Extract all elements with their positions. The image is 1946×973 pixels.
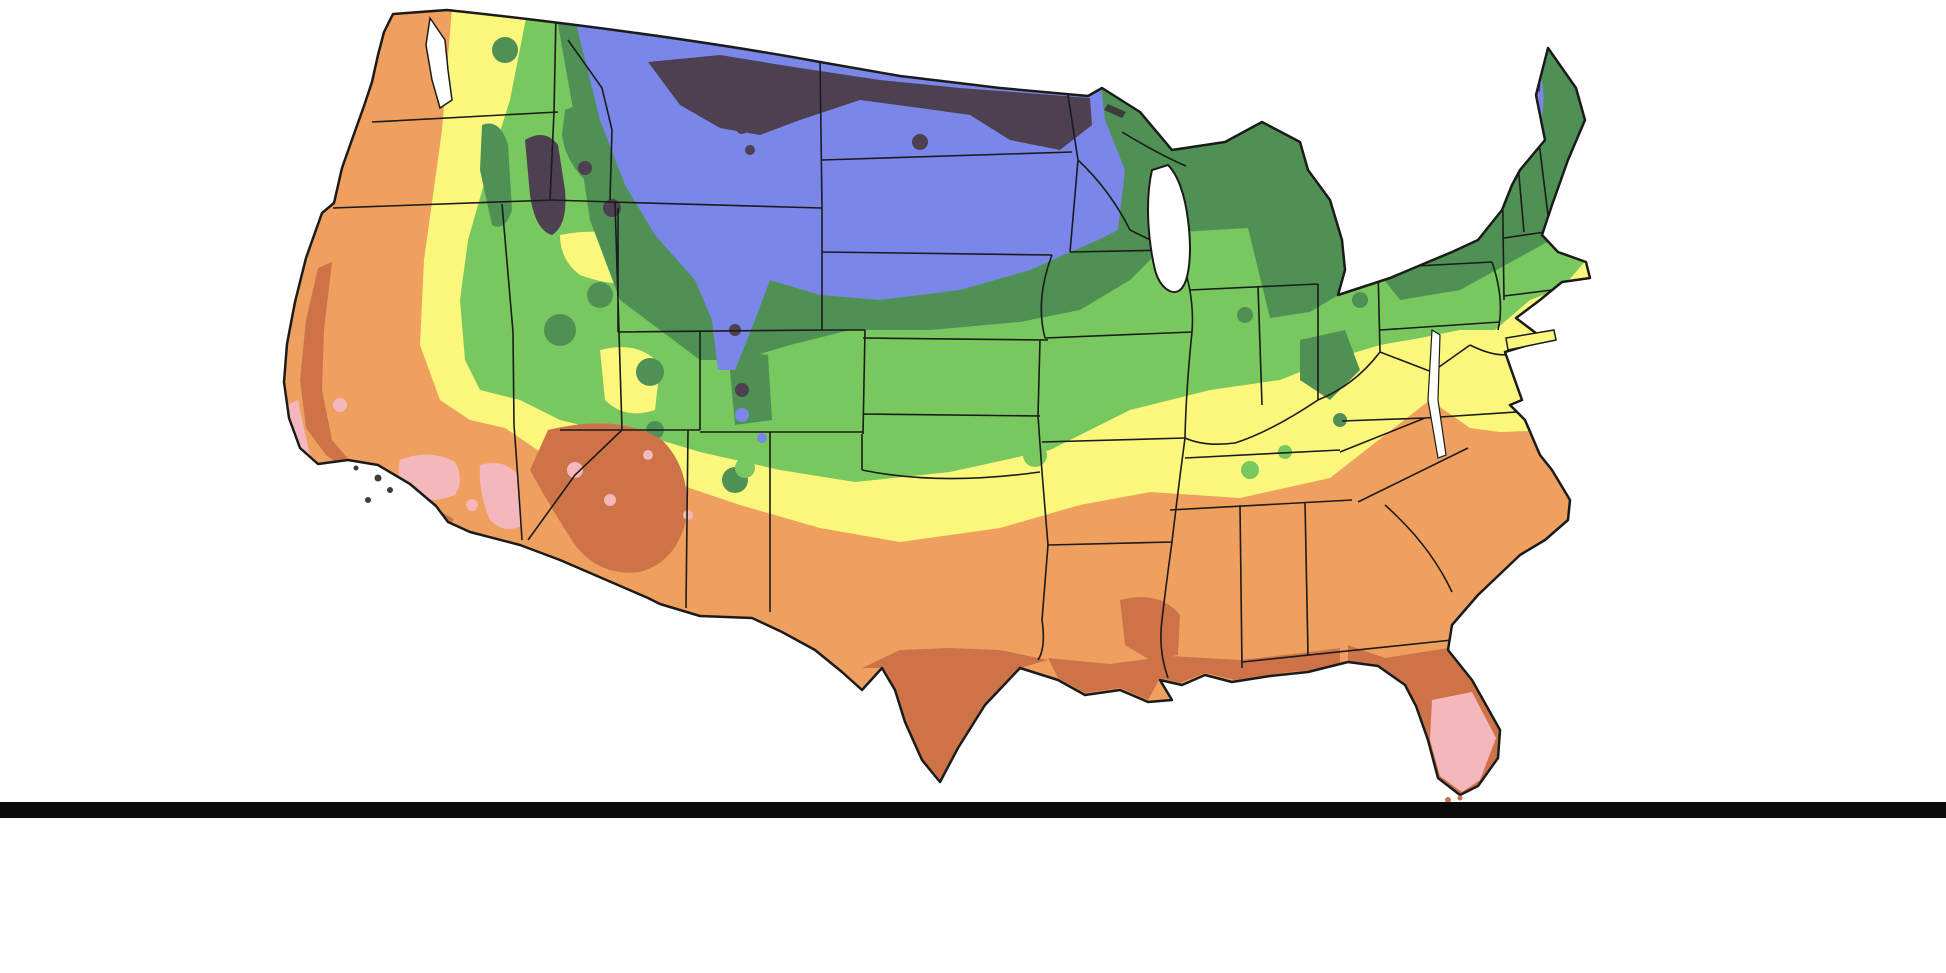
zone-legend: ZONES: 3 4 5 6 7 xyxy=(0,852,1946,973)
map-divider-bar xyxy=(0,802,1946,818)
long-island xyxy=(1505,329,1557,351)
zone-5-accents xyxy=(480,37,1368,493)
chesapeake-bay xyxy=(1427,328,1447,459)
florida-keys xyxy=(1445,795,1463,803)
offshore-islands xyxy=(353,104,1557,803)
isle-royale xyxy=(1104,104,1126,118)
puget-sound xyxy=(425,15,453,110)
lakes-and-bays xyxy=(425,15,1447,459)
us-outline xyxy=(282,8,1592,797)
lake-michigan xyxy=(1147,163,1191,293)
state-borders xyxy=(332,13,1569,679)
channel-islands xyxy=(353,465,393,503)
zone-10-region xyxy=(287,398,1496,792)
